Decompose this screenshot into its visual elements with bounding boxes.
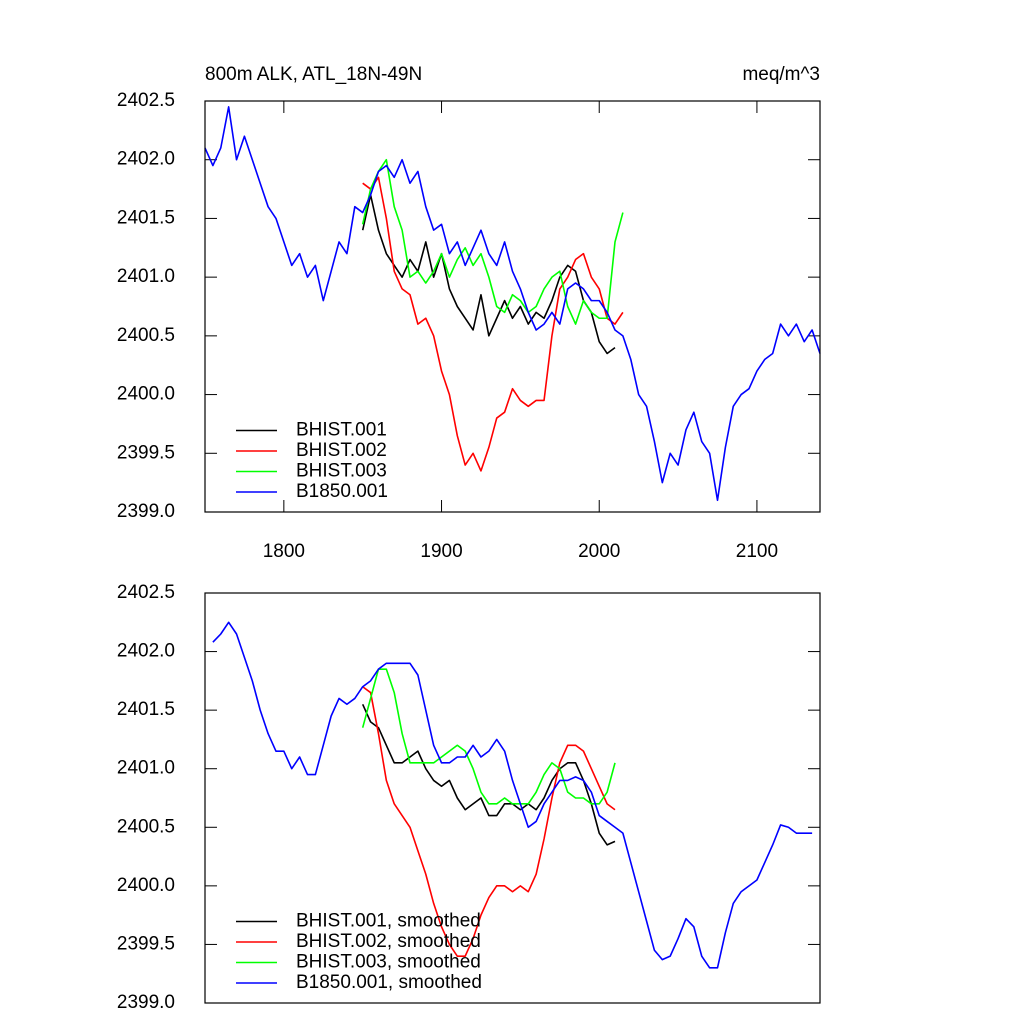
x-tick-label: 2100 [736,541,778,562]
y-tick-label: 2401.5 [117,207,175,228]
series-line [361,158,624,325]
y-tick-label: 2401.0 [117,266,175,287]
y-tick-label: 2400.5 [117,816,175,837]
series-line [361,668,616,805]
y-tick-label: 2402.0 [117,149,175,170]
y-tick-label: 2400.0 [117,875,175,896]
series-line [361,703,616,846]
chart-title: 800m ALK, ATL_18N-49N [205,64,422,85]
series-line [212,621,813,969]
y-tick-label: 2402.0 [117,641,175,662]
series-line [204,106,821,502]
y-tick-label: 2399.5 [117,933,175,954]
series-line [362,686,616,957]
x-tick-label: 2000 [578,541,620,562]
plot-frame [204,100,821,513]
y-tick-label: 2402.5 [117,582,175,603]
plot-frame [204,592,821,1004]
units-label: meq/m^3 [742,64,820,85]
series-line [361,194,616,355]
legend-label: BHIST.003 [296,461,387,482]
legend-label: B1850.001 [296,481,388,502]
y-tick-label: 2399.0 [117,992,175,1013]
y-tick-label: 2399.0 [117,501,175,522]
legend-label: BHIST.001, smoothed [296,911,481,932]
y-tick-label: 2401.0 [117,758,175,779]
legend-label: BHIST.001 [296,420,387,441]
series-line [362,176,624,472]
y-tick-label: 2400.0 [117,384,175,405]
y-tick-label: 2402.5 [117,90,175,111]
legend-label: B1850.001, smoothed [296,972,482,993]
legend-label: BHIST.002, smoothed [296,931,481,952]
legend-label: BHIST.002 [296,440,387,461]
y-tick-label: 2399.5 [117,442,175,463]
x-tick-label: 1800 [263,541,305,562]
y-tick-label: 2400.5 [117,325,175,346]
legend-label: BHIST.003, smoothed [296,952,481,973]
y-tick-label: 2401.5 [117,699,175,720]
x-tick-label: 1900 [420,541,462,562]
